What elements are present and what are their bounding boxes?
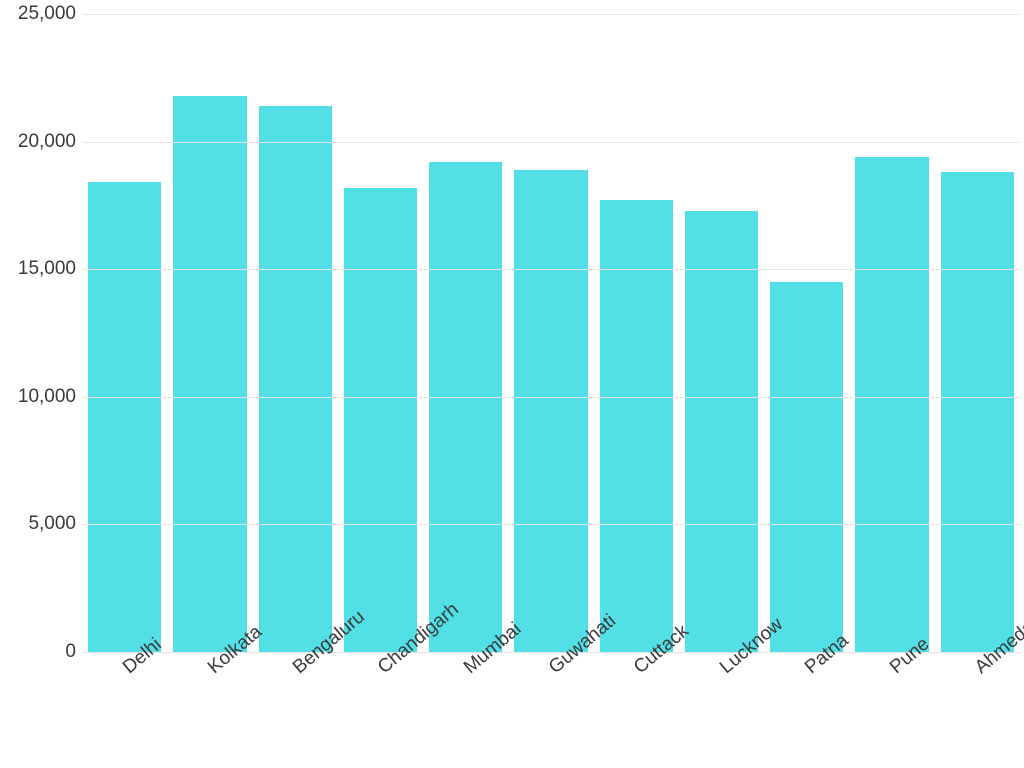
bar — [770, 282, 843, 652]
chart-container: 05,00010,00015,00020,00025,000DelhiKolka… — [0, 0, 1024, 768]
bar — [600, 200, 673, 652]
bar — [344, 188, 417, 652]
gridline — [82, 14, 1020, 15]
bar — [259, 106, 332, 652]
gridline — [82, 142, 1020, 143]
bar — [941, 172, 1014, 652]
y-axis-tick-label: 25,000 — [0, 3, 76, 25]
y-axis-tick-label: 15,000 — [0, 258, 76, 280]
bar — [685, 211, 758, 652]
y-axis-tick-label: 10,000 — [0, 386, 76, 408]
y-axis-tick-label: 0 — [0, 641, 76, 663]
bar — [173, 96, 246, 652]
gridline — [82, 269, 1020, 270]
bar — [88, 182, 161, 652]
bar — [429, 162, 502, 652]
bars-layer — [82, 14, 1020, 652]
bar — [855, 157, 928, 652]
bar — [514, 170, 587, 652]
plot-area — [82, 14, 1020, 652]
gridline — [82, 524, 1020, 525]
y-axis-tick-label: 5,000 — [0, 513, 76, 535]
y-axis-tick-label: 20,000 — [0, 131, 76, 153]
gridline — [82, 397, 1020, 398]
